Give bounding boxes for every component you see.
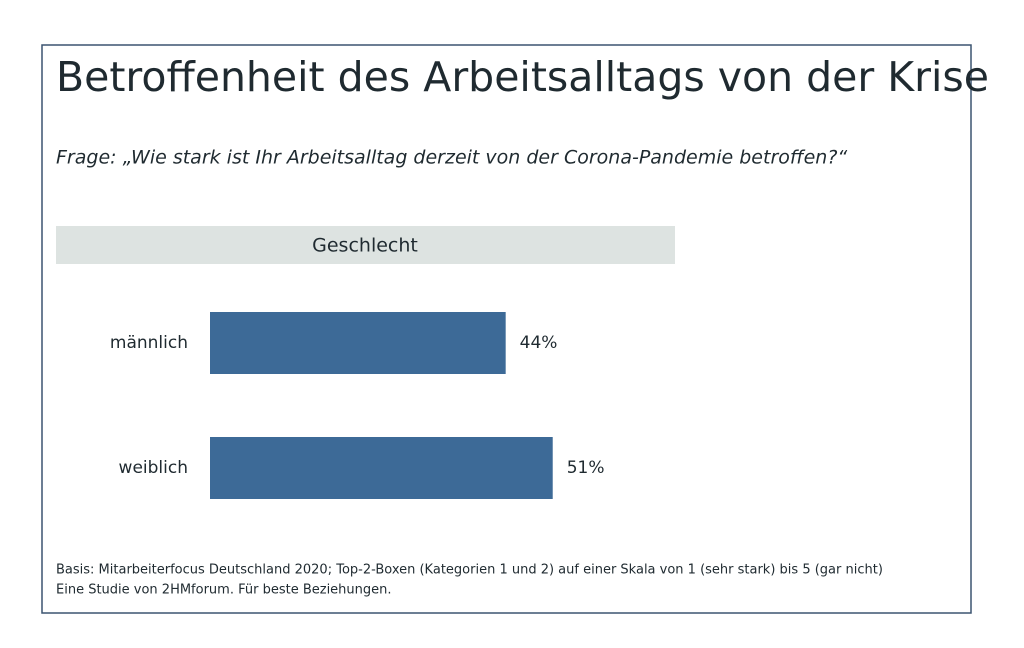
panel-header [56, 226, 675, 264]
value-label: 51% [567, 458, 605, 478]
footnote: Eine Studie von 2HMforum. Für beste Bezi… [56, 583, 392, 598]
category-label: männlich [110, 333, 188, 353]
bar [210, 312, 506, 374]
chart-title: Betroffenheit des Arbeitsalltags von der… [56, 53, 989, 101]
frame [41, 44, 972, 614]
footnote: Basis: Mitarbeiterfocus Deutschland 2020… [56, 563, 883, 578]
value-label: 44% [520, 333, 558, 353]
category-label: weiblich [119, 458, 188, 478]
panel-title: Geschlecht [312, 235, 418, 257]
bar [210, 437, 553, 499]
chart-subtitle: Frage: „Wie stark ist Ihr Arbeitsalltag … [56, 147, 847, 169]
